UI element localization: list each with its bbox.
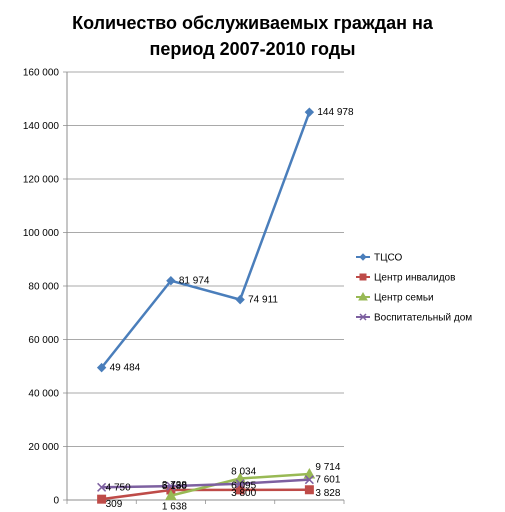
series-2 [97,485,314,504]
data-label: 8 034 [231,467,256,478]
legend-label: Воспитательный дом [374,313,472,324]
data-point-marker [235,485,245,495]
data-label: 81 974 [179,276,210,287]
data-label: 309 [106,499,123,510]
chart-title-line-2: период 2007-2010 годы [149,39,356,59]
data-label: 6 095 [231,481,256,492]
legend: ТЦСО Центр инвалидов Центр семьи Воспитател… [356,253,472,324]
data-labels: 49 484 81 974 74 911 144 978 309 3 738 3 800 3 … [106,107,354,512]
series-lines [96,107,316,504]
data-point-marker [97,482,107,492]
y-tick-label: 40 000 [28,389,59,400]
y-tick-label: 120 000 [23,175,60,186]
data-label: 9 714 [315,462,340,473]
gridlines [67,71,344,447]
series-line [100,111,311,369]
data-label: 74 911 [248,295,278,306]
data-label: 4 750 [106,482,131,493]
axes: 0 20 000 40 000 60 000 80 000 100 000 120 000 1… [23,68,345,507]
series-3 [165,467,316,501]
legend-item: ТЦСО [356,253,403,264]
y-tick-label: 160 000 [23,68,60,79]
series-line [101,488,310,501]
marker-stroke [304,475,314,485]
data-point-marker [165,489,177,501]
data-label: 7 601 [315,475,340,486]
y-tick-label: 80 000 [28,282,59,293]
data-label: 144 978 [317,107,354,118]
data-point-marker [166,481,176,491]
marker-stroke [359,313,367,321]
data-point-marker [166,276,176,286]
data-label: 49 484 [110,363,141,374]
data-point-marker [96,362,107,373]
data-label: 1 638 [162,502,187,512]
marker-stroke [166,481,176,491]
data-label: 3 800 [231,488,256,499]
data-point-marker [359,253,367,261]
legend-item: Центр семьи [356,291,434,304]
data-point-marker [235,294,245,305]
data-point-marker [304,485,314,495]
legend-item: Центр инвалидов [356,273,455,284]
data-point-marker [359,313,367,321]
data-point-marker [235,479,245,489]
data-point-marker [359,273,367,281]
data-label: 5 180 [162,481,187,492]
chart-title-line-1: Количество обслуживаемых граждан на [72,13,433,33]
marker-stroke [97,482,107,492]
chart-title: Количество обслуживаемых граждан на пери… [0,10,505,62]
y-tick-label: 0 [53,496,59,507]
y-tick-label: 20 000 [28,442,59,453]
legend-label: Центр инвалидов [374,273,455,284]
y-tick-label: 60 000 [28,335,59,346]
series-1 [96,107,315,373]
legend-label: Центр семьи [374,293,434,304]
data-point-marker [303,467,316,479]
series-line [101,478,310,489]
marker-stroke [235,479,245,489]
series-4 [97,475,314,492]
legend-item: Воспитательный дом [356,313,472,324]
data-point-marker [358,291,368,301]
y-tick-label: 140 000 [23,121,60,132]
data-point-marker [304,107,315,117]
data-point-marker [304,475,314,485]
data-label: 3 738 [162,480,187,491]
data-point-marker [97,494,107,504]
legend-label: ТЦСО [374,253,403,264]
data-label: 3 828 [315,488,340,499]
y-tick-label: 100 000 [23,228,60,239]
